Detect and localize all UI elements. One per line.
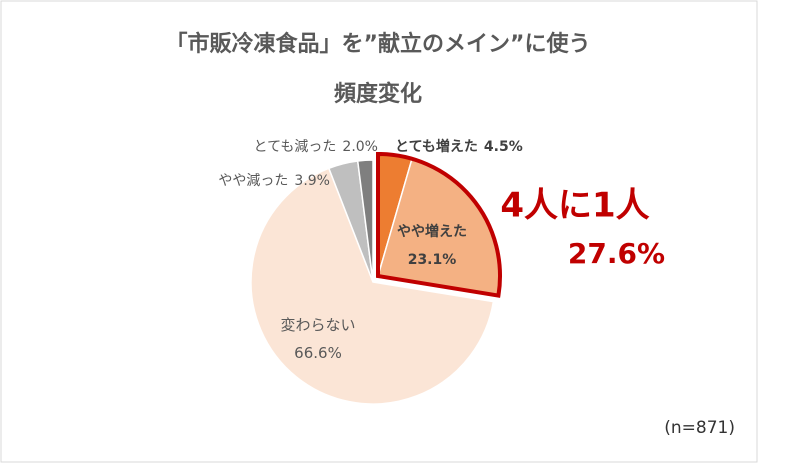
data-label-name: やや増えた [397, 223, 467, 240]
data-label-value: 3.9% [294, 173, 330, 189]
data-label-value: 4.5% [484, 139, 523, 155]
note: (n=871) [664, 418, 735, 438]
data-label: とても増えた 4.5% [395, 138, 523, 155]
pie-slice [356, 159, 374, 283]
data-label: とても減った 2.0% [254, 138, 378, 155]
data-label-name: やや減った [218, 172, 288, 189]
pie-slice [250, 167, 495, 405]
chart-subtitle: 頻度変化 [334, 81, 422, 107]
chart-title: 「市販冷凍食品」を”献立のメイン”に使う [166, 31, 591, 57]
data-label-value: 23.1% [408, 252, 457, 268]
data-label-value: 2.0% [342, 139, 378, 155]
data-label: やや減った 3.9% [218, 172, 330, 189]
data-label: 変わらない 66.6% [280, 316, 355, 362]
data-label-name: 変わらない [280, 316, 355, 334]
data-label-name: とても増えた [395, 138, 478, 155]
annotation-value: 27.6% [568, 237, 665, 270]
highlight-outline [376, 151, 502, 298]
data-label-value: 66.6% [294, 344, 342, 362]
data-label: やや増えた 23.1% [397, 223, 467, 268]
data-label-name: とても減った [254, 138, 337, 155]
annotation: 4人に1人 [500, 186, 649, 226]
